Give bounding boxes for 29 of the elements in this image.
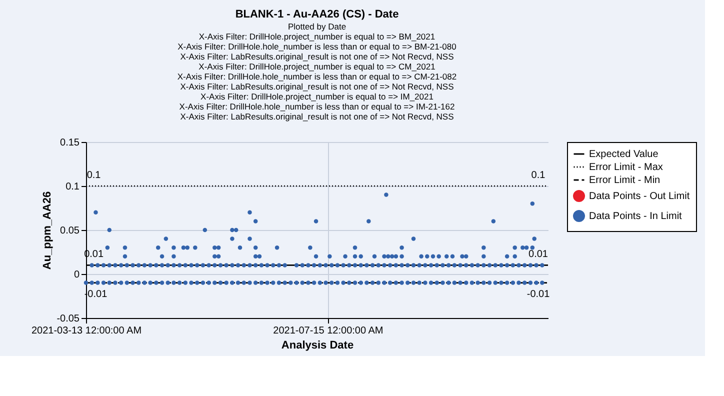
x-tick-label: 2021-07-15 12:00:00 AM [273,326,384,336]
annotation: 0.01 [528,249,548,260]
annotation: 0.1 [86,170,102,181]
y-tick-label: 0 [74,270,80,280]
y-tick-label: 0.15 [60,138,80,148]
chart-subtitle: Plotted by Date [288,22,346,32]
text: X-Axis Filter: DrillHole.hole_number is less than or equal to => IM-21-162 [179,102,455,112]
annotation: 0.1 [531,170,546,181]
x-axis-title: Analysis Date [281,340,354,352]
chart-title: BLANK-1 - Au-AA26 (CS) - Date [235,8,399,20]
text: X-Axis Filter: LabResults.original_result is not one of => Not Recvd, NSS [180,112,454,122]
text: X-Axis Filter: DrillHole.project_number is equal to => IM_2021 [200,92,434,102]
text: X-Axis Filter: LabResults.original_result is not one of => Not Recvd, NSS [180,52,454,62]
text: X-Axis Filter: DrillHole.hole_number is less than or equal to => BM-21-080 [178,42,457,52]
text: X-Axis Filter: DrillHole.hole_number is less than or equal to => CM-21-082 [177,72,457,82]
y-tick-label: 0.05 [60,226,80,236]
legend-label: Data Points - Out Limit [589,191,690,202]
legend-label: Expected Value [589,149,659,160]
text: X-Axis Filter: LabResults.original_result is not one of => Not Recvd, NSS [180,82,454,92]
legend-label: Error Limit - Min [589,175,660,186]
x-tick-label: 2021-03-13 12:00:00 AM [31,326,142,336]
text: X-Axis Filter: DrillHole.project_number is equal to => BM_2021 [198,32,436,42]
legend-label: Data Points - In Limit [589,211,682,222]
text: X-Axis Filter: DrillHole.project_number is equal to => CM_2021 [198,62,436,72]
y-axis-title: Au_ppm_AA26 [42,191,54,270]
y-tick-label: -0.05 [56,314,80,324]
legend-label: Error Limit - Max [589,162,663,173]
annotation: -0.01 [526,288,550,300]
y-tick-label: 0.1 [66,182,80,192]
